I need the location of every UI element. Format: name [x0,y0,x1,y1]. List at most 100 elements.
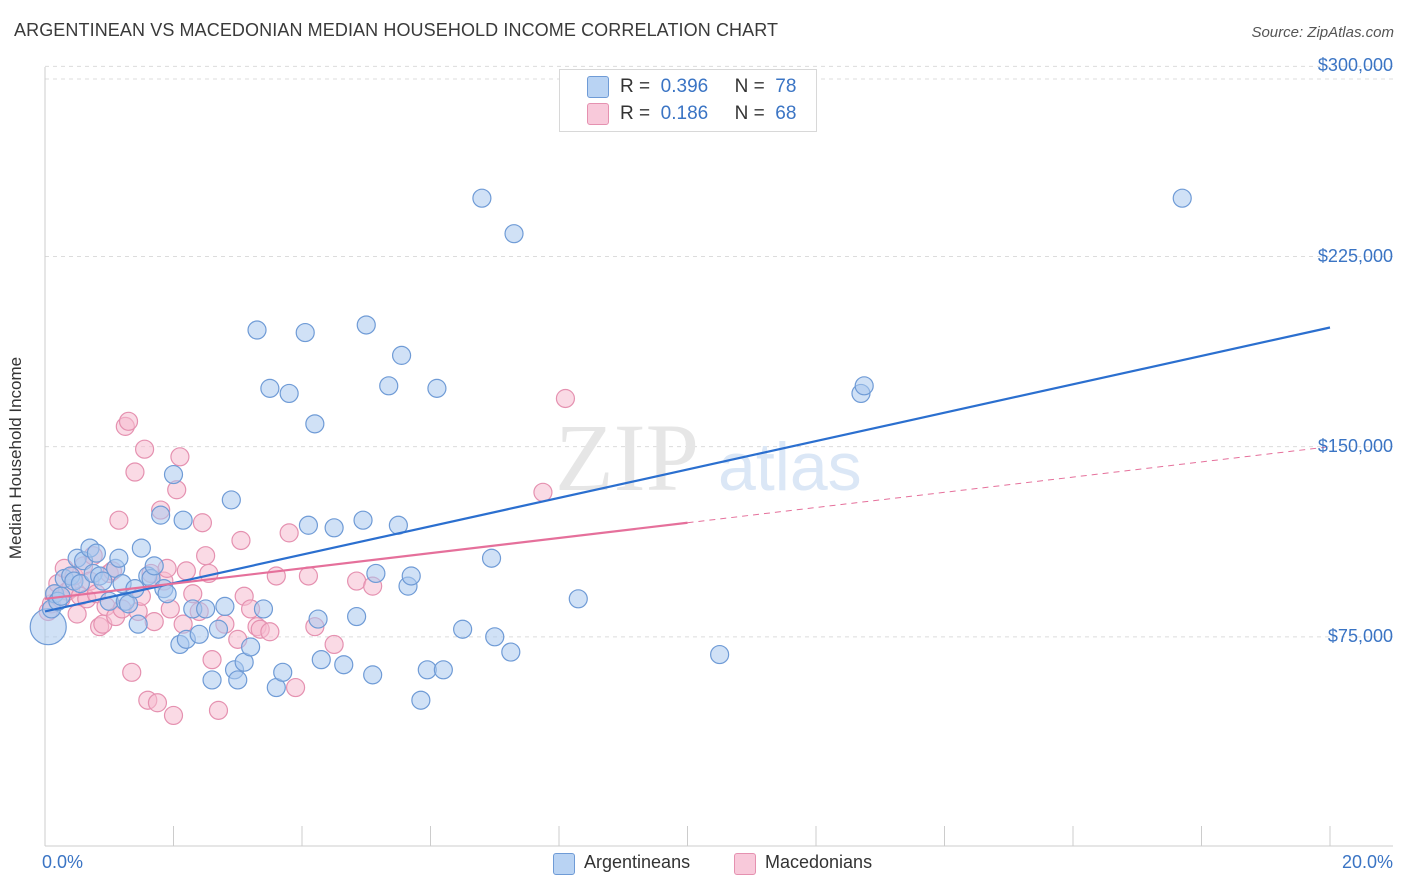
legend-label-macedonians: Macedonians [765,852,873,872]
macedonians-point [125,462,145,482]
argentineans-point [347,606,367,627]
macedonians-point [279,523,299,543]
argentineans-point [151,505,171,525]
argentineans-point [202,670,222,690]
macedonians-point [176,561,196,581]
gridlines [45,65,1393,638]
argentineans-point [501,642,521,662]
argentineans-point [279,383,299,404]
macedonians-point [298,566,319,586]
trend-lines [44,326,1331,613]
legend-n-value: 68 [775,103,797,124]
legend-r-label: R = [620,103,651,124]
legend-swatch-blue [553,853,575,875]
argentineans-point [93,571,113,591]
argentineans-point [363,665,383,685]
macedonians-point [285,677,306,698]
argentineans-point [710,644,730,665]
argentineans-point [86,543,107,563]
argentineans-point [1172,188,1192,208]
argentineans-point [247,320,267,340]
argentineans-point [472,188,492,208]
argentineans-point [356,315,376,335]
argentineans-point [144,556,164,576]
argentineans-point [221,490,241,510]
axes [44,67,1393,847]
argentineans-point [128,614,148,634]
legend-swatch-blue [587,76,609,98]
macedonians-trend-line [44,521,688,600]
macedonians-point [122,662,142,682]
macedonians-point [533,482,553,502]
argentineans-point [241,637,261,657]
x-tick-min: 0.0% [42,852,84,872]
source-label: Source: ZipAtlas.com [1251,24,1394,41]
macedonians-point [170,447,190,467]
argentineans-point [417,660,437,680]
argentineans-point [334,655,354,675]
legend-r-label: R = [620,76,651,97]
argentineans-point [260,378,280,398]
macedonians-point [196,546,216,566]
argentineans-point [173,510,193,530]
argentineans-point [568,589,588,609]
argentineans-point [379,376,399,396]
y-tick-label: $300,000 [1317,55,1393,76]
argentineans-point [298,515,319,535]
legend-swatch-pink [587,103,609,125]
legend-r-value: 0.186 [660,103,709,124]
macedonians-point [347,571,367,591]
argentineans-point [295,322,315,343]
argentineans-point [196,599,216,619]
macedonians-point [208,700,229,720]
macedonians-point [134,439,155,459]
argentineans-point [215,596,235,617]
argentineans-point [366,563,386,584]
argentineans-point [433,660,453,680]
argentineans-point [305,414,325,434]
argentineans-point [163,464,184,485]
x-tick-max: 20.0% [1341,852,1393,872]
macedonians-trend-extension [687,446,1331,524]
argentineans-point [427,378,447,398]
argentineans-point [253,599,274,619]
argentineans-point [189,624,209,644]
argentineans-point [109,548,129,568]
correlation-legend: R = 0.396 N = 78 R = 0.186 N = 68 [559,69,817,132]
chart-title: ARGENTINEAN VS MACEDONIAN MEDIAN HOUSEHO… [14,20,779,40]
argentineans-point [485,627,505,647]
argentineans-trend-line [44,326,1331,613]
legend-n-value: 78 [775,76,797,97]
legend-label-argentineans: Argentineans [584,852,691,872]
argentineans-point [273,662,293,682]
argentineans-points [29,188,1192,710]
series-legend: Argentineans Macedonians [0,852,1406,878]
macedonians-point [163,705,184,726]
legend-r-value: 0.396 [660,76,709,97]
macedonians-point [109,510,129,530]
argentineans-point [157,584,177,604]
argentineans-point [504,224,524,244]
macedonians-point [231,530,251,551]
argentineans-point [324,518,344,538]
macedonians-point [260,622,280,642]
y-tick-label: $225,000 [1317,245,1393,266]
argentineans-point [353,510,373,530]
macedonians-point [555,388,576,409]
macedonians-point [118,411,139,431]
y-tick-label: $75,000 [1327,625,1393,646]
argentineans-point [401,566,421,586]
macedonians-point [192,513,213,533]
argentineans-point [208,619,229,639]
argentineans-point [70,573,90,594]
legend-n-label: N = [734,76,765,97]
argentineans-point [854,376,874,396]
macedonians-point [324,634,344,655]
macedonians-point [202,650,222,670]
argentineans-point [228,670,248,690]
argentineans-point [391,345,412,365]
y-tick-label: $150,000 [1317,435,1393,456]
watermark: ZIP atlas [555,404,862,511]
macedonians-point [147,693,168,713]
